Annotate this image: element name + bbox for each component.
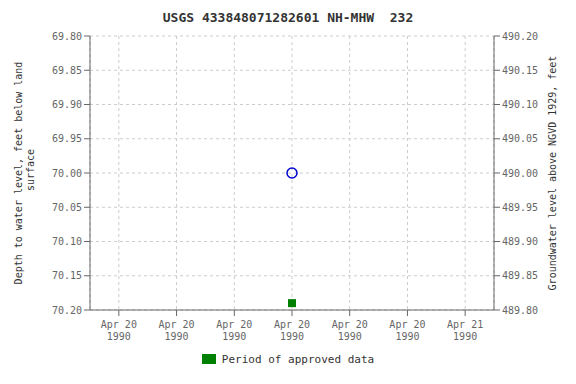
svg-text:70.20: 70.20 <box>52 305 82 316</box>
svg-text:70.10: 70.10 <box>52 236 82 247</box>
svg-text:Apr 201990: Apr 201990 <box>332 319 368 342</box>
svg-text:70.15: 70.15 <box>52 270 82 281</box>
svg-text:69.80: 69.80 <box>52 31 82 42</box>
svg-text:Apr 211990: Apr 211990 <box>447 319 483 342</box>
svg-text:Apr 201990: Apr 201990 <box>389 319 425 342</box>
svg-text:Groundwater level above NGVD 1: Groundwater level above NGVD 1929, feet <box>547 56 558 291</box>
svg-text:489.95: 489.95 <box>502 202 538 213</box>
svg-text:70.05: 70.05 <box>52 202 82 213</box>
svg-text:69.90: 69.90 <box>52 99 82 110</box>
svg-text:69.85: 69.85 <box>52 65 82 76</box>
svg-text:Apr 201990: Apr 201990 <box>159 319 195 342</box>
svg-text:69.95: 69.95 <box>52 133 82 144</box>
html-text:USGS 433848071282601 NH-MHW 23: USGS 433848071282601 NH-MHW 232 <box>162 10 414 25</box>
svg-text:Apr 201990: Apr 201990 <box>216 319 252 342</box>
svg-text:490.20: 490.20 <box>502 31 538 42</box>
svg-text:Depth to water level, feet bel: Depth to water level, feet below land su… <box>13 62 36 285</box>
svg-text:70.00: 70.00 <box>52 168 82 179</box>
svg-text:489.90: 489.90 <box>502 236 538 247</box>
svg-text:Apr 201990: Apr 201990 <box>101 319 137 342</box>
svg-text:490.15: 490.15 <box>502 65 538 76</box>
svg-text:489.80: 489.80 <box>502 305 538 316</box>
svg-text:490.05: 490.05 <box>502 133 538 144</box>
html-text:Period of approved data: Period of approved data <box>221 352 375 366</box>
svg-text:490.00: 490.00 <box>502 168 538 179</box>
svg-text:489.85: 489.85 <box>502 270 538 281</box>
svg-text:Apr 201990: Apr 201990 <box>274 319 310 342</box>
svg-text:490.10: 490.10 <box>502 99 538 110</box>
